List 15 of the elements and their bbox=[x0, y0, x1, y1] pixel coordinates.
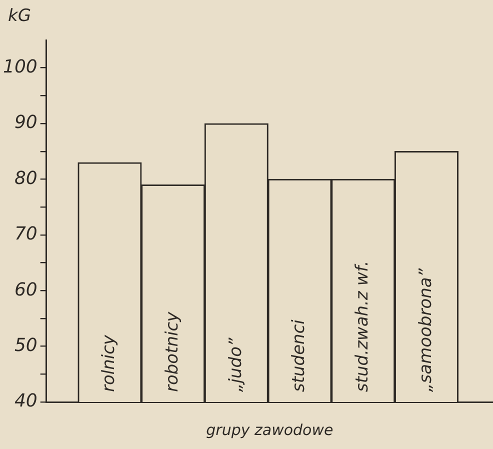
x-axis-title: grupy zawodowe bbox=[206, 420, 334, 439]
y-tick-label: 70 bbox=[14, 224, 38, 245]
y-axis-title: kG bbox=[8, 6, 32, 26]
y-tick-label: 100 bbox=[2, 56, 38, 78]
y-tick-label: 50 bbox=[14, 334, 38, 356]
y-tick-label: 80 bbox=[14, 168, 38, 189]
y-tick-label: 60 bbox=[14, 279, 38, 300]
x-tick-label: stud.zwah.z wf. bbox=[352, 260, 373, 392]
y-tick-label: 90 bbox=[14, 112, 38, 134]
x-tick-label: „judo” bbox=[226, 338, 246, 392]
x-tick-label: „samoobrona” bbox=[416, 268, 436, 392]
x-tick-label: robotnicy bbox=[162, 310, 182, 392]
x-tick-label: rolnicy bbox=[99, 334, 120, 392]
y-tick-label: 40 bbox=[14, 390, 38, 412]
x-tick-label: studenci bbox=[289, 319, 310, 392]
